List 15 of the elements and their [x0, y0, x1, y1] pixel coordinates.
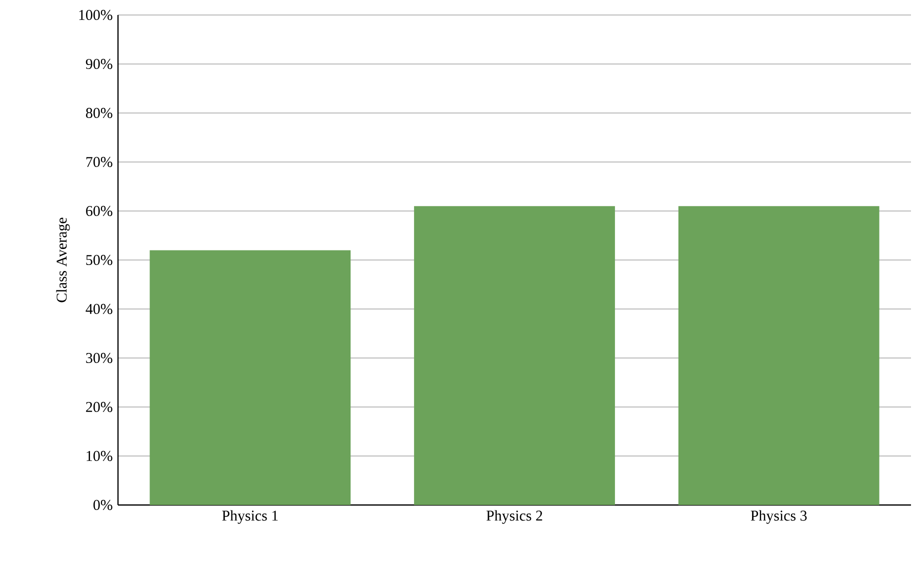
y-tick-label: 80% — [86, 108, 112, 118]
y-tick-label: 50% — [86, 254, 112, 266]
y-tick-label: 40% — [86, 304, 112, 314]
y-tick-label: 0% — [93, 500, 112, 510]
x-tick-label: Physics 2 — [486, 510, 542, 524]
y-tick-label: 30% — [86, 352, 112, 364]
y-tick-label: 70% — [86, 156, 112, 168]
y-tick-label: 100% — [79, 10, 112, 20]
x-tick-label: Physics 3 — [750, 510, 807, 524]
y-tick-label: 90% — [86, 58, 112, 70]
x-tick-label: Physics 1 — [222, 510, 278, 524]
y-tick-label: 60% — [86, 206, 112, 216]
y-tick-label: 20% — [86, 402, 112, 412]
y-tick-label: 10% — [86, 450, 112, 462]
y-axis-title: Class Average — [56, 218, 70, 302]
